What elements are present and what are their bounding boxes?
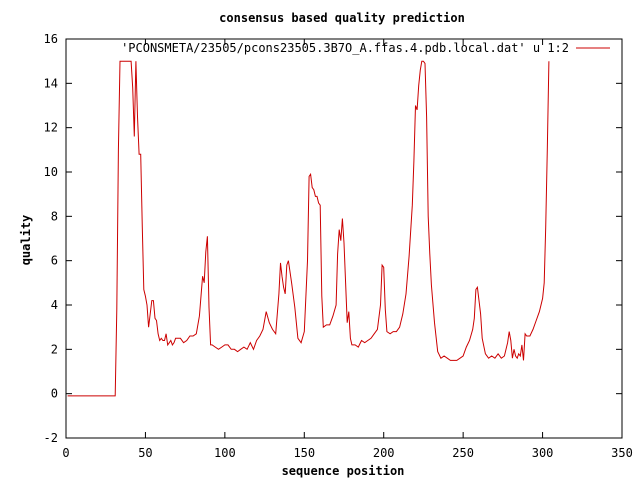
x-tick-label: 100 (214, 446, 236, 460)
y-tick-label: 8 (51, 209, 58, 223)
y-tick-label: 4 (51, 298, 58, 312)
y-tick-label: 12 (44, 121, 58, 135)
y-tick-label: 2 (51, 342, 58, 356)
plot-frame (65, 38, 623, 439)
x-tick-label: 300 (532, 446, 554, 460)
x-axis-label: sequence position (282, 464, 405, 478)
legend-entry-label: 'PCONSMETA/23505/pcons23505.3B7O_A.ffas.… (121, 41, 569, 55)
y-tick-label: 0 (51, 387, 58, 401)
x-tick-label: 200 (373, 446, 395, 460)
y-tick-label: 14 (44, 76, 58, 90)
y-tick-label: 10 (44, 165, 58, 179)
x-tick-label: 50 (138, 446, 152, 460)
y-tick-label: 6 (51, 254, 58, 268)
y-tick-label: -2 (44, 431, 58, 445)
x-tick-label: 250 (452, 446, 474, 460)
x-axis-ticks: 0 50 100 150 200 250 300 350 (62, 39, 633, 460)
x-tick-label: 350 (611, 446, 633, 460)
y-tick-label: 16 (44, 32, 58, 46)
series-line (67, 60, 550, 397)
x-tick-label: 150 (293, 446, 315, 460)
y-axis-ticks: -2 0 2 4 6 8 10 12 14 16 (44, 32, 622, 445)
chart-title: consensus based quality prediction (219, 11, 465, 25)
legend: 'PCONSMETA/23505/pcons23505.3B7O_A.ffas.… (121, 41, 610, 55)
x-tick-label: 0 (62, 446, 69, 460)
y-axis-label: quality (19, 215, 33, 266)
